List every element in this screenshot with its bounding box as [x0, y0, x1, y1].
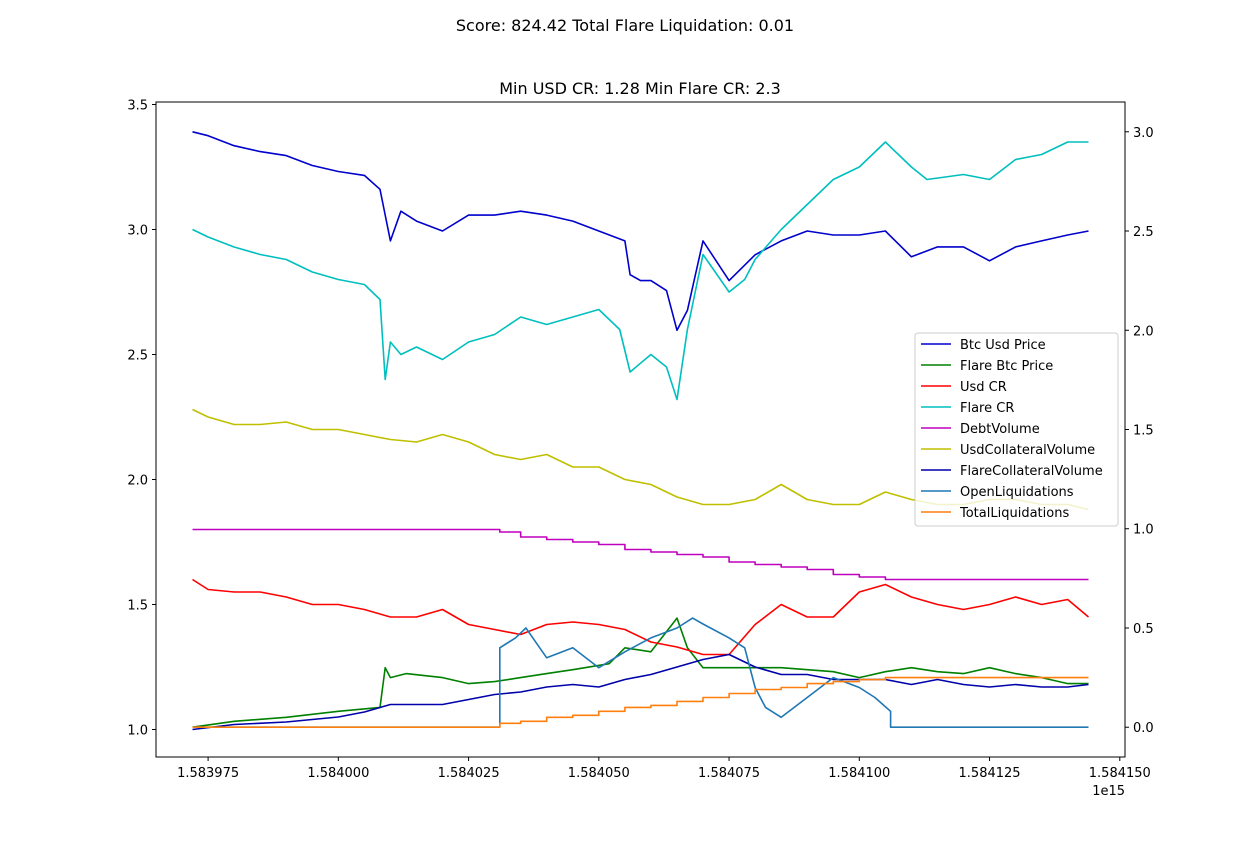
- y-left-tick-label: 2.0: [127, 474, 148, 489]
- x-tick-label: 1.584100: [828, 766, 890, 781]
- legend-label: Btc Usd Price: [960, 338, 1046, 353]
- legend-label: Flare Btc Price: [960, 359, 1053, 374]
- legend-box: [914, 332, 1119, 527]
- y-left-tick-label: 1.5: [127, 599, 148, 614]
- legend-label: TotalLiquidations: [959, 506, 1069, 521]
- series-line-total-liquidations: [192, 676, 1089, 729]
- y-right-tick-label: 0.0: [1133, 721, 1154, 736]
- x-tick-label: 1.583975: [177, 766, 239, 781]
- y-right-tick-label: 3.0: [1133, 126, 1154, 141]
- series-line-debt-volume: [192, 528, 1089, 581]
- legend-label: Flare CR: [960, 401, 1014, 416]
- y-axis-left: 1.0 1.5 2.0 2.5 3.0 3.5: [127, 99, 156, 739]
- y-left-tick-label: 1.0: [127, 724, 148, 739]
- legend-label: DebtVolume: [960, 422, 1040, 437]
- y-right-tick-label: 2.5: [1133, 225, 1154, 240]
- y-left-tick-label: 2.5: [127, 349, 148, 364]
- y-right-tick-label: 0.5: [1133, 622, 1154, 637]
- x-tick-label: 1.584000: [307, 766, 369, 781]
- series-line-usd-cr: [192, 578, 1090, 656]
- legend: Btc Usd Price Flare Btc Price Usd CR Flare …: [914, 332, 1119, 527]
- legend-label: OpenLiquidations: [960, 485, 1074, 500]
- series-layer: [192, 131, 1090, 731]
- x-axis: 1.583975 1.584000 1.584025 1.584050 1.584075…: [177, 757, 1151, 781]
- x-tick-label: 1.584125: [959, 766, 1021, 781]
- x-tick-label: 1.584050: [568, 766, 630, 781]
- figure-suptitle: Score: 824.42 Total Flare Liquidation: 0…: [456, 16, 794, 35]
- axes-title: Min USD CR: 1.28 Min Flare CR: 2.3: [499, 79, 781, 98]
- y-right-tick-label: 1.5: [1133, 424, 1154, 439]
- series-line-flare-cr: [192, 141, 1089, 401]
- series-line-open-liquidations: [192, 617, 1089, 729]
- x-tick-label: 1.584150: [1089, 766, 1151, 781]
- series-line-btc-usd-price: [192, 131, 1089, 332]
- series-line-flare-collateral-volume: [192, 653, 1089, 731]
- legend-label: UsdCollateralVolume: [960, 443, 1095, 458]
- y-right-tick-label: 2.0: [1133, 324, 1154, 339]
- legend-label: Usd CR: [960, 380, 1007, 395]
- y-axis-right: 0.0 0.5 1.0 1.5 2.0 2.5 3.0: [1125, 126, 1154, 736]
- series-line-flare-btc-price: [192, 617, 1089, 728]
- y-left-tick-label: 3.0: [127, 224, 148, 239]
- y-left-tick-label: 3.5: [127, 99, 148, 114]
- y-right-tick-label: 1.0: [1133, 523, 1154, 538]
- x-tick-label: 1.584075: [698, 766, 760, 781]
- x-tick-label: 1.584025: [438, 766, 500, 781]
- x-offset-label: 1e15: [1092, 784, 1125, 799]
- legend-label: FlareCollateralVolume: [960, 464, 1103, 479]
